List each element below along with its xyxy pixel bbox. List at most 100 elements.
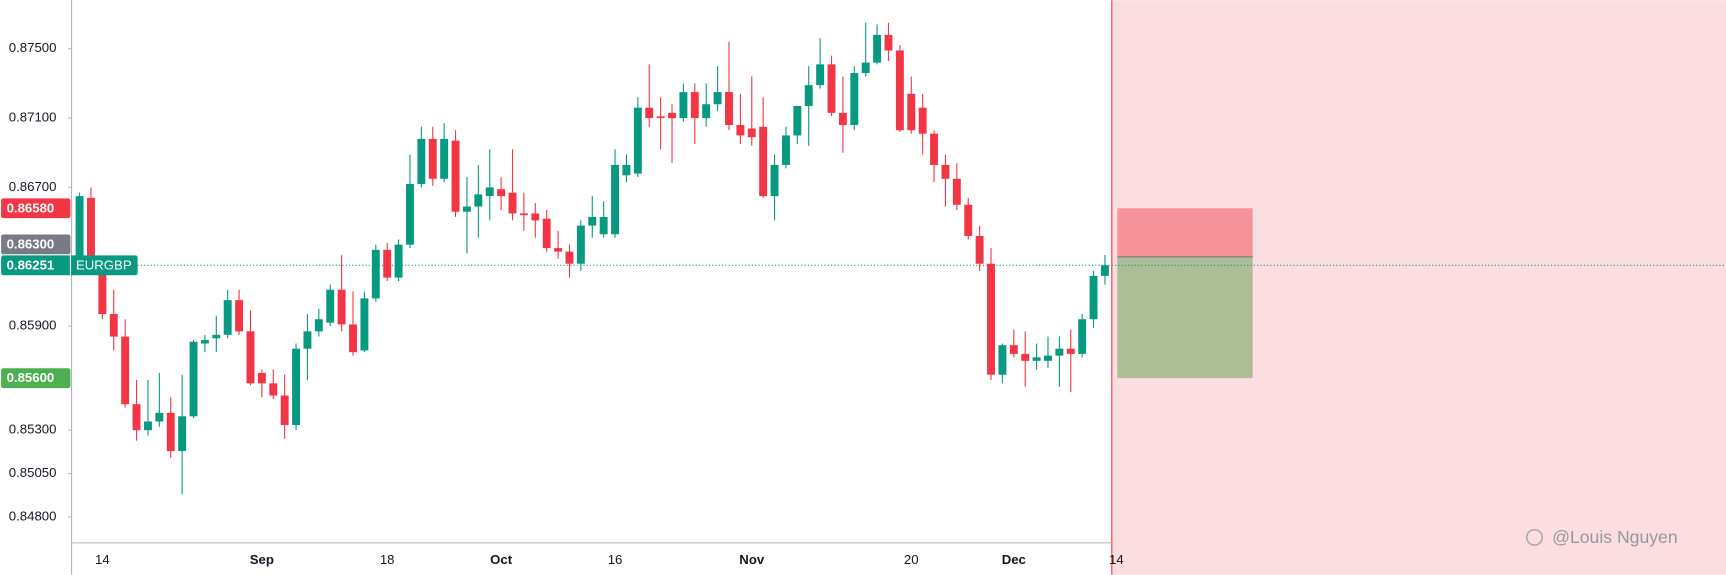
candle-body xyxy=(656,116,665,119)
target-label: 0.85600 xyxy=(7,370,55,385)
entry-label-group: 0.86300 xyxy=(1,234,71,255)
y-tick-label: 0.85050 xyxy=(9,465,57,480)
y-tick-label: 0.87500 xyxy=(9,40,57,55)
candle-body xyxy=(337,289,346,325)
stop-label-group: 0.86580 xyxy=(1,198,71,219)
candle-body xyxy=(952,178,961,205)
candle-body xyxy=(816,64,825,86)
candle-body xyxy=(257,372,266,384)
candle-body xyxy=(930,133,939,165)
entry-label: 0.86300 xyxy=(7,236,55,251)
stop-label: 0.86580 xyxy=(7,200,55,215)
candle-body xyxy=(884,34,893,51)
stop-zone xyxy=(1117,208,1253,257)
candle-body xyxy=(554,248,563,252)
candle-body xyxy=(212,334,221,339)
last-price-label-box xyxy=(1,255,138,276)
candle-body xyxy=(1044,355,1052,361)
x-tick-label: Sep xyxy=(250,552,274,567)
candle-body xyxy=(98,263,107,315)
y-tick-label: 0.85300 xyxy=(9,422,57,437)
candle-body xyxy=(588,216,597,226)
candle-body xyxy=(1078,319,1087,354)
candle-body xyxy=(189,341,198,417)
candle-body xyxy=(155,412,164,422)
candle-body xyxy=(611,164,620,235)
candle-body xyxy=(166,412,175,451)
candle-body xyxy=(1021,353,1030,361)
last-price-label: 0.86251 xyxy=(7,257,55,272)
x-tick-label: Nov xyxy=(739,552,765,567)
y-tick-label: 0.84800 xyxy=(9,508,57,523)
candle-body xyxy=(178,416,187,451)
candle-body xyxy=(485,187,494,197)
target-zone xyxy=(1117,256,1253,379)
y-tick-label: 0.87100 xyxy=(9,110,57,125)
candle-body xyxy=(508,192,517,214)
candle-body xyxy=(1066,348,1075,354)
candle-body xyxy=(1055,348,1064,356)
candle-body xyxy=(314,319,323,332)
candle-body xyxy=(679,92,688,119)
candle-body xyxy=(804,85,813,106)
candle-body xyxy=(383,249,392,278)
candle-body xyxy=(770,164,779,197)
candle-body xyxy=(200,340,209,344)
candle-body xyxy=(440,138,449,179)
candle-body xyxy=(599,216,608,235)
target-label-group: 0.85600 xyxy=(1,368,71,389)
candle-body xyxy=(622,164,631,176)
candle-body xyxy=(349,324,357,353)
candle-body xyxy=(428,138,437,179)
x-tick-label: Oct xyxy=(490,552,513,567)
candle-body xyxy=(303,331,312,349)
candle-body xyxy=(725,92,733,126)
candle-body xyxy=(987,263,995,375)
candle-body xyxy=(998,345,1007,375)
last-price-label-group: 0.86251 EURGBP xyxy=(1,255,138,276)
candle-body xyxy=(1032,357,1041,361)
candle-body xyxy=(371,249,380,299)
candle-body xyxy=(292,348,301,425)
x-tick-label: 20 xyxy=(904,552,919,567)
candle-body xyxy=(394,244,403,278)
x-tick-label: 14 xyxy=(95,552,110,567)
candle-body xyxy=(736,125,745,136)
candle-body xyxy=(1009,345,1018,354)
candle-body xyxy=(542,218,551,249)
candle-body xyxy=(918,107,927,134)
candle-body xyxy=(406,183,414,245)
candle-body xyxy=(109,314,118,337)
candle-body xyxy=(75,196,84,259)
candle-body xyxy=(645,107,654,119)
candle-body xyxy=(497,189,506,197)
candle-body xyxy=(531,213,540,221)
watermark-group: @Louis Nguyen xyxy=(1526,527,1678,547)
candle-body xyxy=(519,213,528,216)
candle-body xyxy=(246,331,255,384)
candle-body xyxy=(793,105,802,136)
candle-body xyxy=(713,92,722,105)
candle-body xyxy=(143,421,152,431)
candle-body xyxy=(280,395,289,425)
candle-body xyxy=(690,92,699,119)
candle-body xyxy=(474,194,483,207)
candle-body xyxy=(121,336,130,405)
candle-body xyxy=(838,112,847,126)
stop-label-box xyxy=(1,198,71,219)
candle-body xyxy=(360,298,369,351)
candle-body xyxy=(781,135,790,165)
candle-body xyxy=(668,112,676,119)
candle-body xyxy=(702,104,711,119)
watermark-icon xyxy=(1526,528,1543,546)
candle-body xyxy=(223,300,232,335)
candle-body xyxy=(633,107,642,174)
symbol-label: EURGBP xyxy=(76,257,132,272)
candle-body xyxy=(576,225,585,264)
target-label-box xyxy=(1,368,71,389)
entry-label-box xyxy=(1,234,71,255)
candle-body xyxy=(269,383,278,396)
candle-body xyxy=(941,164,950,179)
y-tick-label: 0.86700 xyxy=(9,179,57,194)
